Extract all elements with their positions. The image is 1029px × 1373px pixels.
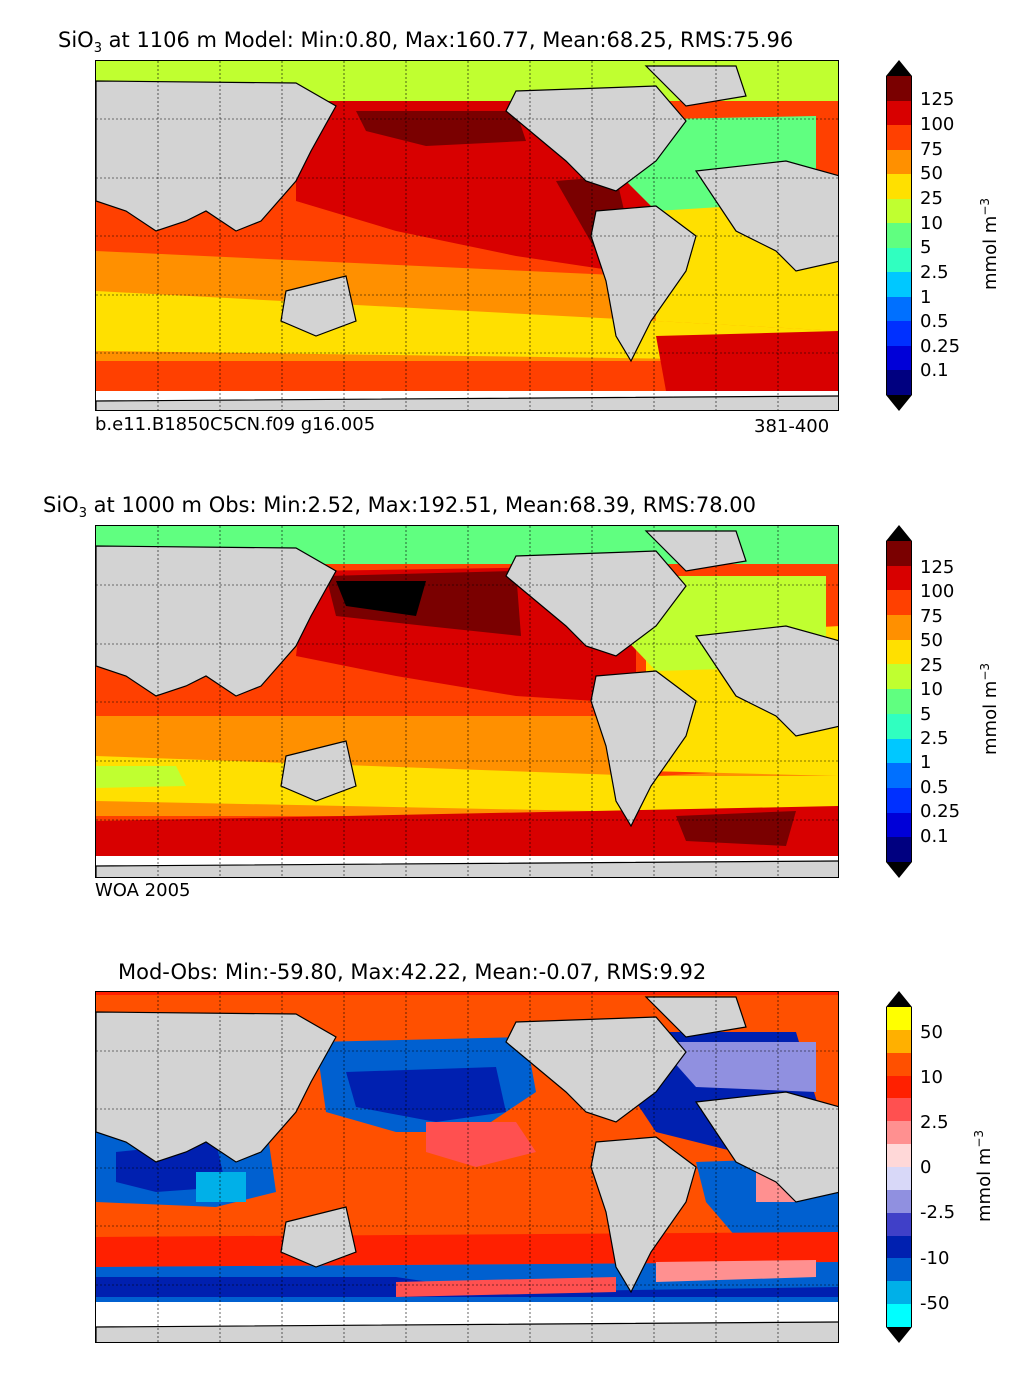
colorbar-segment [886, 1189, 912, 1214]
colorbar-segment [886, 689, 912, 715]
panel1-tick: 125 [920, 89, 955, 110]
colorbar-segment [886, 590, 912, 616]
colorbar-segment [886, 664, 912, 690]
colorbar-segment [886, 247, 912, 273]
colorbar-segment [886, 639, 912, 665]
panel1-years-label: 381-400 [754, 416, 830, 437]
panel1-tick: 75 [920, 139, 943, 160]
panel3-tick: -10 [920, 1248, 950, 1269]
panel1-map [95, 60, 839, 411]
panel2-tick: 5 [920, 704, 932, 725]
colorbar-segment [886, 198, 912, 224]
panel3-tick: 2.5 [920, 1112, 949, 1133]
colorbar-segment [886, 1212, 912, 1237]
colorbar-segment [886, 296, 912, 322]
panel2-tick: 10 [920, 679, 943, 700]
panel1-tick: 2.5 [920, 262, 949, 283]
panel2-tick: 2.5 [920, 728, 949, 749]
colorbar-segment [886, 565, 912, 591]
colorbar-segment [886, 1144, 912, 1168]
panel2-tick: 25 [920, 655, 943, 676]
colorbar-segment [886, 174, 912, 200]
panel3-map [95, 991, 839, 1343]
panel3-tick: 10 [920, 1067, 943, 1088]
panel1-title: SiO3 at 1106 m Model: Min:0.80, Max:160.… [58, 28, 794, 57]
panel2-tick: 1 [920, 752, 932, 773]
panel1-unit-label: mmol m−3 [978, 197, 1001, 290]
colorbar-segment [886, 1167, 912, 1191]
colorbar-segment [886, 1098, 912, 1122]
panel2-colorbar [886, 525, 912, 878]
colorbar-segment [886, 787, 912, 814]
colorbar-segment [886, 321, 912, 347]
panel1-case-label: b.e11.B1850C5CN.f09 g16.005 [95, 414, 376, 435]
panel3-tick: 50 [920, 1022, 943, 1043]
panel2-tick: 0.5 [920, 777, 949, 798]
panel2-tick: 0.1 [920, 826, 949, 847]
panel1-tick: 25 [920, 188, 943, 209]
panel2-case-label: WOA 2005 [95, 880, 191, 901]
colorbar-segment [886, 125, 912, 151]
panel1-tick: 5 [920, 237, 932, 258]
panel2-unit-label: mmol m−3 [978, 662, 1001, 755]
panel1-tick: 0.5 [920, 311, 949, 332]
panel2-tick: 50 [920, 630, 943, 651]
panel3-unit-label: mmol m−3 [972, 1129, 995, 1222]
colorbar-segment [886, 713, 912, 740]
panel3-tick: -50 [920, 1293, 950, 1314]
panel1-tick: 1 [920, 287, 932, 308]
colorbar-segment [886, 1052, 912, 1077]
colorbar-segment [886, 76, 912, 102]
colorbar-segment [886, 1235, 912, 1259]
colorbar-segment [886, 1304, 912, 1328]
panel1-tick: 50 [920, 163, 943, 184]
panel2-title: SiO3 at 1000 m Obs: Min:2.52, Max:192.51… [43, 493, 757, 522]
colorbar-segment [886, 1281, 912, 1305]
colorbar-segment [886, 223, 912, 249]
colorbar-segment [886, 837, 912, 863]
colorbar-segment [886, 370, 912, 396]
panel1-tick: 0.1 [920, 360, 949, 381]
panel3-tick: -2.5 [920, 1202, 956, 1223]
panel1-tick: 10 [920, 213, 943, 234]
panel3-title: Mod-Obs: Min:-59.80, Max:42.22, Mean:-0.… [118, 960, 707, 984]
panel2-tick: 100 [920, 581, 955, 602]
colorbar-segment [886, 1007, 912, 1031]
colorbar-segment [886, 615, 912, 641]
panel1-tick: 100 [920, 114, 955, 135]
colorbar-segment [886, 738, 912, 764]
panel2-tick: 75 [920, 606, 943, 627]
colorbar-segment [886, 1121, 912, 1145]
panel3-tick: 0 [920, 1157, 932, 1178]
colorbar-segment [886, 541, 912, 567]
colorbar-segment [886, 1258, 912, 1282]
colorbar-segment [886, 812, 912, 838]
colorbar-segment [886, 1075, 912, 1099]
colorbar-segment [886, 149, 912, 175]
colorbar-segment [886, 763, 912, 789]
colorbar-segment [886, 1029, 912, 1054]
panel2-map [95, 525, 839, 878]
panel1-colorbar [886, 60, 912, 411]
panel2-tick: 125 [920, 557, 955, 578]
colorbar-segment [886, 345, 912, 371]
panel3-colorbar [886, 991, 912, 1343]
panel1-tick: 0.25 [920, 336, 961, 357]
colorbar-segment [886, 100, 912, 126]
panel2-tick: 0.25 [920, 801, 961, 822]
colorbar-segment [886, 272, 912, 298]
